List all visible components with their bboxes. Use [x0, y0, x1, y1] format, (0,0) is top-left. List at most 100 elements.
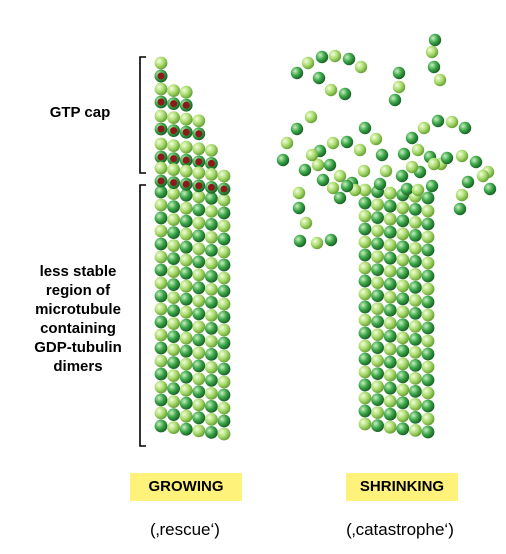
- beta-tubulin-subunit: [154, 263, 168, 277]
- alpha-tubulin-subunit: [371, 224, 384, 238]
- alpha-tubulin-subunit: [421, 386, 435, 400]
- beta-tubulin-subunit: [396, 370, 410, 384]
- gdp-label-line: region of: [45, 282, 111, 299]
- beta-tubulin-subunit: [431, 114, 445, 128]
- alpha-tubulin-subunit: [405, 160, 419, 174]
- beta-tubulin-subunit: [167, 356, 181, 369]
- alpha-tubulin-subunit: [217, 297, 231, 311]
- beta-tubulin-subunit: [167, 278, 181, 291]
- beta-tubulin-subunit: [421, 217, 435, 231]
- alpha-tubulin-subunit: [411, 183, 425, 197]
- beta-tubulin-subunit: [409, 255, 422, 268]
- alpha-tubulin-subunit: [421, 204, 435, 218]
- alpha-tubulin-subunit: [167, 291, 181, 304]
- alpha-tubulin-subunit: [179, 164, 193, 178]
- alpha-tubulin-subunit: [358, 261, 372, 275]
- beta-tubulin-subunit: [358, 300, 372, 314]
- beta-tubulin-subunit: [205, 296, 218, 309]
- alpha-tubulin-subunit: [421, 230, 435, 244]
- alpha-tubulin-subunit: [396, 383, 410, 397]
- alpha-tubulin-subunit: [217, 271, 231, 285]
- beta-tubulin-subunit: [358, 248, 372, 262]
- alpha-tubulin-subunit: [396, 253, 410, 267]
- alpha-tubulin-subunit: [369, 132, 383, 146]
- beta-tubulin-subunit: [421, 191, 435, 205]
- beta-tubulin-subunit: [383, 251, 397, 265]
- beta-tubulin-subunit: [315, 50, 329, 64]
- beta-tubulin-subunit: [440, 151, 454, 165]
- beta-tubulin-subunit: [358, 121, 372, 135]
- alpha-tubulin-subunit: [179, 409, 193, 423]
- beta-tubulin-subunit: [323, 158, 337, 172]
- alpha-tubulin-subunit: [425, 45, 439, 59]
- alpha-tubulin-subunit: [192, 346, 206, 360]
- alpha-tubulin-subunit: [167, 239, 181, 253]
- alpha-tubulin-subunit: [396, 305, 410, 319]
- beta-tubulin-subunit: [154, 211, 168, 225]
- gtp-cap-label: GTP cap: [49, 104, 111, 121]
- beta-tubulin-subunit: [205, 322, 218, 335]
- alpha-tubulin-subunit: [411, 143, 425, 157]
- beta-tubulin-subunit: [392, 66, 406, 80]
- alpha-tubulin-subunit: [354, 60, 368, 74]
- alpha-tubulin-subunit: [167, 187, 181, 201]
- alpha-tubulin-subunit: [280, 136, 294, 150]
- beta-tubulin-subunit: [179, 396, 193, 410]
- beta-tubulin-subunit: [461, 175, 475, 189]
- gtp-dot: [207, 159, 215, 167]
- beta-tubulin-subunit: [205, 244, 218, 257]
- alpha-tubulin-subunit: [383, 238, 397, 252]
- beta-tubulin-subunit: [421, 373, 435, 387]
- beta-tubulin-subunit: [333, 191, 347, 205]
- beta-tubulin-subunit: [192, 203, 206, 217]
- alpha-tubulin-subunit: [154, 276, 168, 290]
- gtp-dot: [207, 183, 215, 191]
- beta-tubulin-subunit: [290, 66, 304, 80]
- alpha-tubulin-subunit: [179, 305, 193, 319]
- alpha-tubulin-subunit: [310, 236, 324, 250]
- alpha-tubulin-subunit: [154, 250, 168, 264]
- gtp-dot: [195, 130, 203, 138]
- beta-tubulin-subunit: [192, 385, 206, 399]
- gdp-region-bracket: [139, 184, 146, 447]
- alpha-tubulin-subunit: [421, 282, 435, 296]
- alpha-tubulin-subunit: [301, 56, 315, 70]
- alpha-tubulin-subunit: [205, 283, 218, 296]
- gdp-label-line: containing: [40, 320, 116, 337]
- alpha-tubulin-subunit: [154, 354, 168, 368]
- beta-tubulin-subunit: [409, 333, 422, 346]
- alpha-tubulin-subunit: [358, 391, 372, 405]
- gtp-dot: [195, 158, 203, 166]
- alpha-tubulin-subunit: [358, 417, 372, 431]
- gtp-dot: [157, 177, 165, 185]
- alpha-tubulin-subunit: [358, 183, 372, 197]
- beta-tubulin-subunit: [167, 200, 181, 214]
- alpha-tubulin-subunit: [476, 169, 490, 183]
- alpha-tubulin-subunit: [417, 121, 431, 135]
- beta-tubulin-subunit: [409, 307, 422, 320]
- alpha-tubulin-subunit: [179, 383, 193, 397]
- beta-tubulin-subunit: [316, 173, 330, 187]
- alpha-tubulin-subunit: [192, 242, 206, 256]
- beta-tubulin-subunit: [154, 341, 168, 355]
- beta-tubulin-subunit: [396, 292, 410, 306]
- beta-tubulin-subunit: [383, 225, 397, 239]
- alpha-tubulin-subunit: [383, 316, 397, 330]
- alpha-tubulin-subunit: [154, 82, 168, 96]
- alpha-tubulin-subunit: [304, 110, 318, 124]
- beta-tubulin-subunit: [421, 295, 435, 309]
- alpha-tubulin-subunit: [299, 216, 313, 230]
- beta-tubulin-subunit: [358, 196, 372, 210]
- alpha-tubulin-subunit: [433, 73, 447, 87]
- alpha-tubulin-subunit: [383, 368, 397, 382]
- beta-tubulin-subunit: [205, 348, 218, 361]
- alpha-tubulin-subunit: [192, 216, 206, 230]
- beta-tubulin-subunit: [405, 131, 419, 145]
- alpha-tubulin-subunit: [167, 265, 181, 278]
- beta-tubulin-subunit: [371, 367, 384, 380]
- alpha-tubulin-subunit: [358, 235, 372, 249]
- alpha-tubulin-subunit: [217, 427, 231, 441]
- gtp-dot: [182, 156, 190, 164]
- alpha-tubulin-subunit: [205, 413, 218, 426]
